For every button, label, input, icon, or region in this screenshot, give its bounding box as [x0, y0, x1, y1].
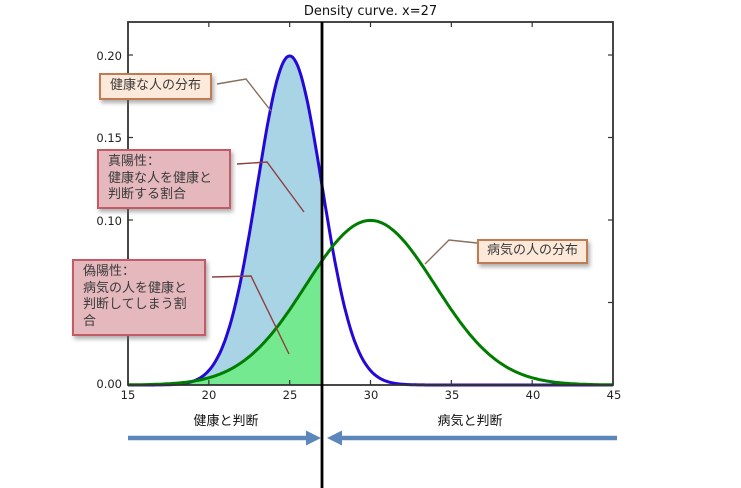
x-tick-label-30: 30	[363, 388, 379, 402]
sick-density-curve	[127, 218, 614, 387]
sick-distribution-callout: 病気の人の分布	[477, 239, 589, 264]
judged-healthy-label: 健康と判断	[193, 414, 259, 429]
y-tick-label-0.00: 0.00	[96, 377, 122, 391]
judged-healthy-arrowhead-icon	[306, 430, 321, 446]
false-positive-line3: 判断してしまう割	[83, 297, 187, 313]
chart-title: Density curve. x=27	[303, 4, 438, 19]
x-tick-label-40: 40	[525, 388, 541, 402]
false-positive-line4: 合	[83, 313, 97, 329]
x-tick-label-35: 35	[444, 388, 460, 402]
true-positive-line2: 健康な人を健康と	[108, 170, 213, 186]
y-tick-label-0.20: 0.20	[96, 49, 122, 63]
judged-sick-arrowhead-icon	[327, 430, 342, 446]
true-positive-callout: 真陽性： 健康な人を健康と 判断する割合	[97, 149, 231, 209]
sick-shaded-region	[128, 260, 322, 385]
healthy-shaded-region	[128, 55, 322, 386]
false-positive-line2: 病気の人を健康と	[83, 280, 188, 296]
true-positive-line1: 真陽性：	[108, 154, 161, 169]
false-positive-line1: 偽陽性：	[83, 264, 136, 279]
judged-sick-label: 病気と判断	[437, 414, 503, 429]
sick-distribution-label: 病気の人の分布	[487, 243, 579, 258]
true-positive-line3: 判断する割合	[108, 187, 187, 203]
healthy-distribution-label: 健康な人の分布	[110, 78, 202, 93]
false-positive-leader-line	[211, 275, 290, 355]
y-tick-label-0.10: 0.10	[96, 214, 122, 228]
x-tick-label-25: 25	[282, 388, 298, 402]
x-tick-label-45: 45	[606, 388, 622, 402]
healthy-distribution-callout: 健康な人の分布	[99, 73, 213, 100]
healthy-distribution-leader-line	[216, 78, 272, 112]
y-tick-label-0.15: 0.15	[96, 131, 122, 145]
x-tick-label-15: 15	[120, 388, 136, 402]
true-positive-leader-line	[236, 161, 305, 213]
sick-distribution-leader-line	[424, 239, 478, 265]
false-positive-callout: 偽陽性： 病気の人を健康と 判断してしまう割 合	[72, 259, 206, 336]
x-tick-label-20: 20	[201, 388, 217, 402]
